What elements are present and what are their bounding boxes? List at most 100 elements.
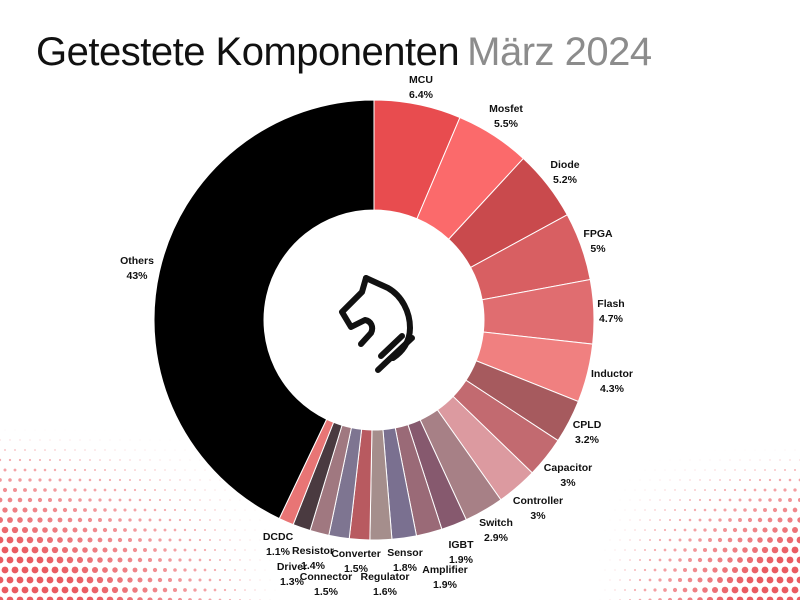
background-dot bbox=[683, 528, 687, 532]
background-dot bbox=[634, 529, 636, 531]
background-dot bbox=[726, 576, 734, 584]
background-dot bbox=[32, 527, 38, 533]
title-main: Getestete Komponenten bbox=[36, 30, 460, 74]
background-dot bbox=[648, 578, 652, 582]
background-dot bbox=[17, 497, 23, 503]
background-dot bbox=[198, 578, 202, 582]
background-dot bbox=[16, 536, 24, 544]
background-dot bbox=[753, 508, 757, 512]
background-dot bbox=[794, 449, 796, 451]
background-dot bbox=[27, 497, 33, 503]
background-dot bbox=[68, 498, 72, 502]
background-dot bbox=[678, 558, 682, 562]
background-dot bbox=[51, 566, 59, 574]
background-dot bbox=[173, 528, 177, 532]
background-dot bbox=[743, 488, 747, 492]
background-dot bbox=[2, 507, 8, 513]
background-dot bbox=[673, 568, 677, 572]
background-dot bbox=[123, 508, 127, 512]
background-dot bbox=[101, 586, 109, 594]
background-dot bbox=[44, 449, 46, 451]
background-dot bbox=[718, 498, 722, 502]
background-dot bbox=[786, 556, 794, 564]
background-dot bbox=[199, 499, 201, 501]
background-dot bbox=[203, 548, 207, 552]
background-dot bbox=[234, 509, 236, 511]
background-dot bbox=[158, 518, 162, 522]
background-dot bbox=[19, 439, 21, 441]
background-dot bbox=[69, 439, 71, 441]
background-dot bbox=[118, 478, 122, 482]
background-dot bbox=[174, 489, 176, 491]
background-dot bbox=[194, 449, 196, 451]
background-dot bbox=[668, 578, 672, 582]
background-dot bbox=[624, 509, 626, 511]
background-dot bbox=[791, 566, 799, 574]
background-dot bbox=[639, 499, 641, 501]
background-dot bbox=[624, 589, 626, 591]
background-dot bbox=[653, 548, 657, 552]
background-dot bbox=[654, 469, 656, 471]
background-dot bbox=[203, 568, 207, 572]
background-dot bbox=[729, 479, 731, 481]
label-amplifier: Amplifier bbox=[422, 564, 468, 576]
background-dot bbox=[708, 498, 712, 502]
background-dot bbox=[0, 516, 4, 524]
knight-horse-icon bbox=[339, 275, 415, 373]
background-dot bbox=[704, 469, 706, 471]
background-dot bbox=[76, 556, 84, 564]
background-dot bbox=[771, 566, 779, 574]
background-dot bbox=[114, 469, 116, 471]
background-dot bbox=[713, 528, 717, 532]
background-dot bbox=[239, 499, 241, 501]
background-dot bbox=[639, 479, 641, 481]
background-dot bbox=[732, 547, 738, 553]
background-dot bbox=[0, 576, 4, 584]
background-dot bbox=[31, 566, 39, 574]
background-dot bbox=[174, 449, 176, 451]
background-dot bbox=[6, 576, 14, 584]
background-dot bbox=[158, 558, 162, 562]
background-dot bbox=[709, 479, 711, 481]
background-dot bbox=[152, 587, 158, 593]
background-dot bbox=[609, 539, 611, 541]
background-dot bbox=[3, 468, 7, 472]
background-dot bbox=[123, 488, 127, 492]
background-dot bbox=[786, 576, 794, 584]
background-dot bbox=[269, 539, 271, 541]
background-dot bbox=[727, 537, 733, 543]
background-dot bbox=[768, 478, 772, 482]
background-dot bbox=[614, 549, 616, 551]
background-dot bbox=[63, 468, 67, 472]
background-dot bbox=[649, 499, 651, 501]
value-resistor: 1.4% bbox=[301, 560, 326, 572]
value-igbt: 1.9% bbox=[449, 554, 474, 566]
label-cpld: CPLD bbox=[573, 419, 602, 431]
background-dot bbox=[228, 578, 232, 582]
background-dot bbox=[699, 479, 701, 481]
background-dot bbox=[697, 597, 703, 600]
background-dot bbox=[157, 577, 163, 583]
label-driver: Driver bbox=[277, 561, 307, 573]
background-dot bbox=[99, 459, 101, 461]
background-dot bbox=[152, 567, 158, 573]
background-dot bbox=[88, 478, 92, 482]
background-dot bbox=[208, 578, 212, 582]
background-dot bbox=[143, 548, 147, 552]
background-dot bbox=[149, 459, 151, 461]
background-dot bbox=[269, 559, 271, 561]
background-dot bbox=[133, 508, 137, 512]
background-dot bbox=[224, 529, 226, 531]
background-dot bbox=[747, 537, 753, 543]
background-dot bbox=[53, 488, 57, 492]
background-dot bbox=[107, 557, 113, 563]
background-dot bbox=[668, 538, 672, 542]
background-dot bbox=[179, 479, 181, 481]
background-dot bbox=[93, 468, 97, 472]
background-dot bbox=[208, 538, 212, 542]
background-dot bbox=[183, 548, 187, 552]
background-dot bbox=[103, 508, 107, 512]
label-flash: Flash bbox=[597, 298, 624, 310]
background-dot bbox=[757, 517, 763, 523]
background-dot bbox=[614, 509, 616, 511]
